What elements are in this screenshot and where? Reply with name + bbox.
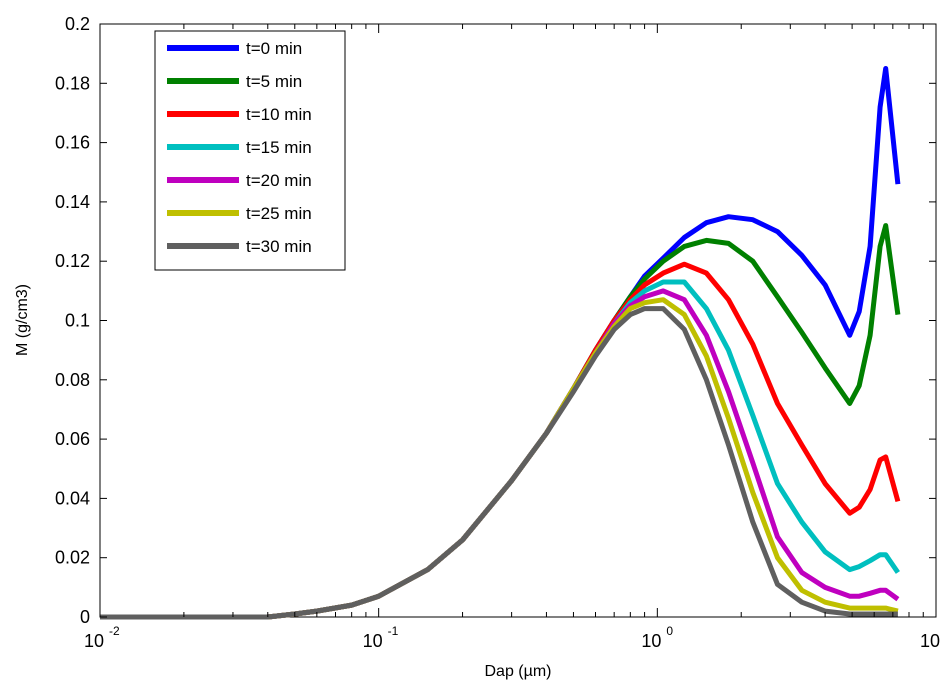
- x-tick-label: 10: [84, 631, 104, 651]
- x-tick-exponent: -1: [388, 624, 399, 638]
- y-tick-label: 0.06: [55, 429, 90, 449]
- y-tick-label: 0.18: [55, 73, 90, 93]
- legend-label: t=5 min: [246, 72, 302, 91]
- x-tick-exponent: 0: [666, 624, 673, 638]
- y-tick-label: 0.12: [55, 251, 90, 271]
- x-tick-exponent: -2: [109, 624, 120, 638]
- x-tick-label: 10: [363, 631, 383, 651]
- y-tick-label: 0.2: [65, 14, 90, 34]
- ticks-layer: 0 0.02 0.04 0.06 0.08 0.1 0.12 0.14 0.16 0.18 0.2 1…: [55, 14, 940, 651]
- legend: t=0 min t=5 min t=10 min t=15 min t=20 min t=…: [154, 30, 346, 271]
- series-layer: [100, 66, 901, 620]
- legend-label: t=10 min: [246, 105, 312, 124]
- y-tick-label: 0.04: [55, 488, 90, 508]
- legend-label: t=15 min: [246, 138, 312, 157]
- x-tick-label: 10: [641, 631, 661, 651]
- series-line: [100, 306, 898, 620]
- y-tick-label: 0.14: [55, 192, 90, 212]
- legend-label: t=20 min: [246, 171, 312, 190]
- legend-label: t=0 min: [246, 39, 302, 58]
- y-tick-label: 0: [80, 607, 90, 627]
- y-tick-label: 0.16: [55, 133, 90, 153]
- legend-box: [154, 30, 346, 271]
- x-axis-label: Dap (µm): [485, 663, 552, 680]
- y-tick-label: 0.02: [55, 548, 90, 568]
- y-tick-label: 0.08: [55, 370, 90, 390]
- x-tick-label: 10: [920, 631, 940, 651]
- y-axis-label: M (g/cm3): [14, 284, 31, 356]
- legend-label: t=30 min: [246, 237, 312, 256]
- y-tick-label: 0.1: [65, 311, 90, 331]
- legend-label: t=25 min: [246, 204, 312, 223]
